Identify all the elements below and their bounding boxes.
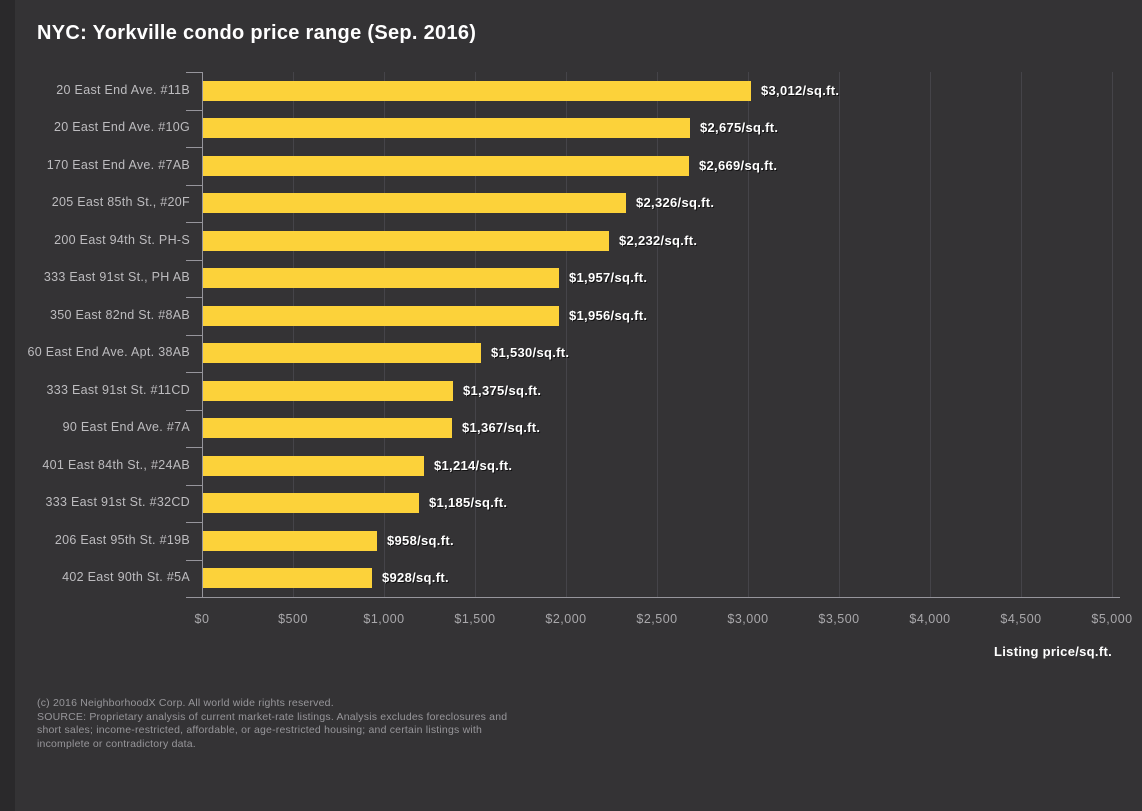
bar (203, 568, 372, 588)
category-label: 170 East End Ave. #7AB (46, 158, 190, 172)
x-axis-line (186, 597, 1120, 598)
gridline-4500 (1021, 72, 1022, 597)
footer-line-source-2: short sales; income-restricted, affordab… (37, 724, 483, 736)
category-label: 402 East 90th St. #5A (62, 570, 190, 584)
category-label: 333 East 91st St. #32CD (45, 495, 190, 509)
y-axis-tick (186, 72, 202, 73)
y-axis-tick (186, 335, 202, 336)
category-label: 20 East End Ave. #10G (53, 120, 190, 134)
bar (203, 193, 626, 213)
x-tick-label: $500 (278, 612, 308, 626)
bar (203, 418, 452, 438)
value-label: $2,326/sq.ft. (636, 195, 715, 210)
footer-line-source-1: SOURCE: Proprietary analysis of current … (37, 710, 508, 723)
y-axis-tick (186, 297, 202, 298)
bar (203, 456, 424, 476)
value-label: $1,530/sq.ft. (491, 345, 570, 360)
gridline-2000 (566, 72, 567, 597)
category-label: 205 East 85th St., #20F (51, 195, 190, 209)
x-tick-label: $1,000 (363, 612, 405, 626)
category-label: 333 East 91st St., PH AB (43, 270, 190, 284)
category-label: 90 East End Ave. #7A (62, 420, 190, 434)
x-tick-label: $4,000 (909, 612, 951, 626)
gridline-1500 (475, 72, 476, 597)
y-axis-tick (186, 485, 202, 486)
y-axis-tick (186, 522, 202, 523)
category-label: 401 East 84th St., #24AB (42, 458, 190, 472)
x-tick-label: $4,500 (1000, 612, 1042, 626)
y-axis-line (202, 72, 203, 597)
value-label: $3,012/sq.ft. (761, 83, 840, 98)
value-label: $2,669/sq.ft. (699, 158, 778, 173)
bar (203, 343, 481, 363)
x-tick-label: $0 (194, 612, 210, 626)
value-label: $2,675/sq.ft. (700, 120, 779, 135)
value-label: $958/sq.ft. (387, 533, 454, 548)
value-label: $1,956/sq.ft. (569, 308, 648, 323)
gridline-4000 (930, 72, 931, 597)
x-tick-label: $2,000 (545, 612, 587, 626)
y-axis-tick (186, 447, 202, 448)
bar (203, 268, 559, 288)
x-tick-label: $2,500 (636, 612, 678, 626)
y-axis-tick (186, 185, 202, 186)
y-axis-tick (186, 372, 202, 373)
value-label: $2,232/sq.ft. (619, 233, 698, 248)
y-axis-tick (186, 147, 202, 148)
x-tick-label: $3,500 (818, 612, 860, 626)
category-label: 350 East 82nd St. #8AB (49, 308, 190, 322)
left-edge-strip (0, 0, 15, 811)
gridline-500 (293, 72, 294, 597)
value-label: $1,375/sq.ft. (463, 383, 542, 398)
y-axis-tick (186, 410, 202, 411)
footer-line-source-3: incomplete or contradictory data. (37, 737, 196, 750)
bar (203, 231, 609, 251)
category-label: 200 East 94th St. PH-S (54, 233, 190, 247)
bar (203, 81, 751, 101)
category-label: 333 East 91st St. #11CD (46, 383, 190, 397)
bar (203, 493, 419, 513)
value-label: $1,214/sq.ft. (434, 458, 513, 473)
gridline-2500 (657, 72, 658, 597)
category-label: 206 East 95th St. #19B (54, 533, 190, 547)
value-label: $928/sq.ft. (382, 570, 449, 585)
y-axis-tick (186, 110, 202, 111)
footer-line-copyright: (c) 2016 NeighborhoodX Corp. All world w… (37, 697, 334, 709)
bar (203, 156, 689, 176)
category-label: 20 East End Ave. #11B (56, 83, 190, 97)
y-axis-tick (186, 222, 202, 223)
bar (203, 118, 690, 138)
y-axis-tick (186, 260, 202, 261)
gridline-1000 (384, 72, 385, 597)
y-axis-tick (186, 560, 202, 561)
gridline-3500 (839, 72, 840, 597)
x-tick-label: $3,000 (727, 612, 769, 626)
gridline-5000 (1112, 72, 1113, 597)
category-label: 60 East End Ave. Apt. 38AB (27, 345, 190, 359)
bar (203, 531, 377, 551)
value-label: $1,367/sq.ft. (462, 420, 541, 435)
x-tick-label: $5,000 (1091, 612, 1133, 626)
chart-title: NYC: Yorkville condo price range (Sep. 2… (37, 22, 477, 44)
gridline-3000 (748, 72, 749, 597)
x-tick-label: $1,500 (454, 612, 496, 626)
value-label: $1,957/sq.ft. (569, 270, 648, 285)
x-axis-title: Listing price/sq.ft. (994, 644, 1112, 659)
footer-note: (c) 2016 NeighborhoodX Corp. All world w… (37, 697, 507, 751)
value-label: $1,185/sq.ft. (429, 495, 508, 510)
bar (203, 306, 559, 326)
bar (203, 381, 453, 401)
